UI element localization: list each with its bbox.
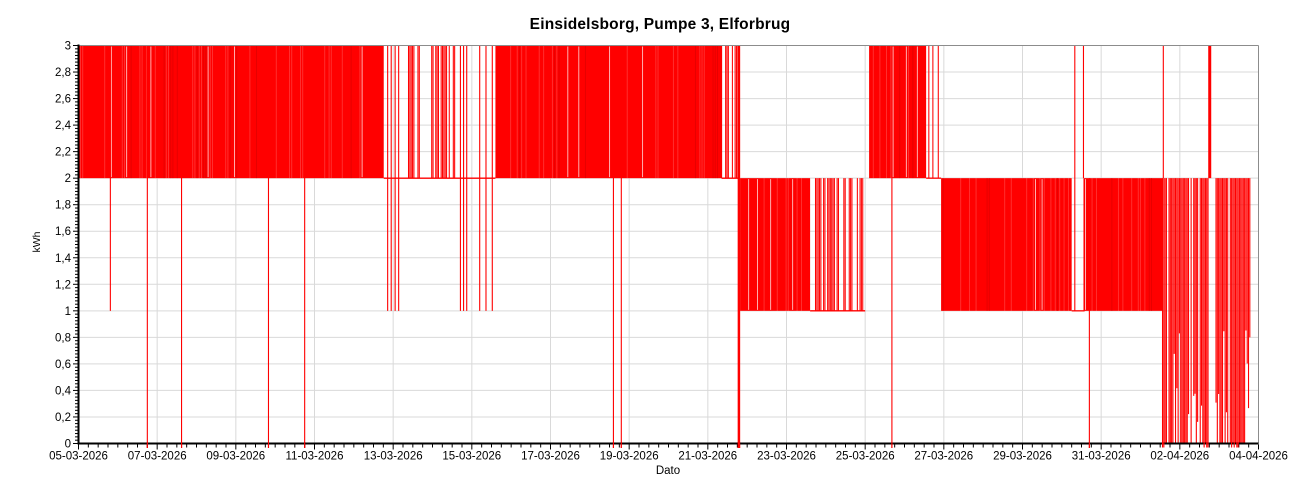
x-tick-label: 31-03-2026 (1072, 451, 1131, 463)
y-tick-label: 3 (65, 41, 71, 53)
y-tick-label: 2,8 (55, 67, 71, 79)
x-tick-label: 15-03-2026 (442, 451, 501, 463)
x-tick-label: 19-03-2026 (600, 451, 659, 463)
y-tick-label: 1 (65, 306, 71, 318)
chart-title: Einsidelsborg, Pumpe 3, Elforbrug (529, 16, 791, 33)
x-tick-label: 02-04-2026 (1150, 451, 1209, 463)
y-tick-label: 1,2 (55, 279, 71, 291)
x-tick-label: 09-03-2026 (206, 451, 265, 463)
y-tick-labels: 3 2,8 2,6 2,4 2,2 2 1,8 1,6 1,4 1,2 1 0,8 0,6 0,4 0,2 0 (55, 41, 72, 451)
axis-crossings (146, 442, 1239, 448)
x-tick-label: 17-03-2026 (521, 451, 580, 463)
x-tick-label: 04-04-2026 (1229, 451, 1288, 463)
x-tick-label: 21-03-2026 (678, 451, 737, 463)
series-band (495, 45, 722, 179)
x-tick-label: 23-03-2026 (757, 451, 816, 463)
y-tick-label: 1,4 (55, 253, 72, 265)
y-tick-label: 0,8 (55, 332, 71, 344)
y-tick-label: 1,8 (55, 200, 71, 212)
series-band (869, 45, 927, 179)
x-tick-label: 05-03-2026 (49, 451, 108, 463)
y-tick-label: 1,6 (55, 226, 71, 238)
x-tick-label: 27-03-2026 (914, 451, 973, 463)
series-band (740, 178, 811, 311)
x-tick-label: 11-03-2026 (286, 451, 344, 463)
series-band (78, 45, 384, 179)
x-axis-title: Dato (655, 465, 681, 477)
x-tick-label: 29-03-2026 (993, 451, 1052, 463)
series-band (941, 178, 1072, 311)
y-tick-label: 0,2 (55, 412, 71, 424)
y-tick-label: 2 (65, 173, 71, 185)
x-tick-labels: 05-03-2026 07-03-2026 09-03-2026 11-03-2026… (49, 451, 1288, 463)
y-tick-label: 0,6 (55, 359, 71, 371)
x-tick-label: 13-03-2026 (364, 451, 423, 463)
y-tick-label: 0,4 (55, 385, 72, 397)
y-tick-label: 2,6 (55, 94, 71, 106)
axis-ticks (73, 45, 1259, 450)
y-tick-label: 2,2 (55, 147, 71, 159)
y-tick-label: 2,4 (55, 120, 72, 132)
y-tick-label: 0 (65, 439, 71, 451)
series-consumption (78, 45, 1251, 448)
plot-frame (77, 44, 1259, 445)
x-tick-label: 25-03-2026 (836, 451, 895, 463)
x-tick-label: 07-03-2026 (128, 451, 187, 463)
